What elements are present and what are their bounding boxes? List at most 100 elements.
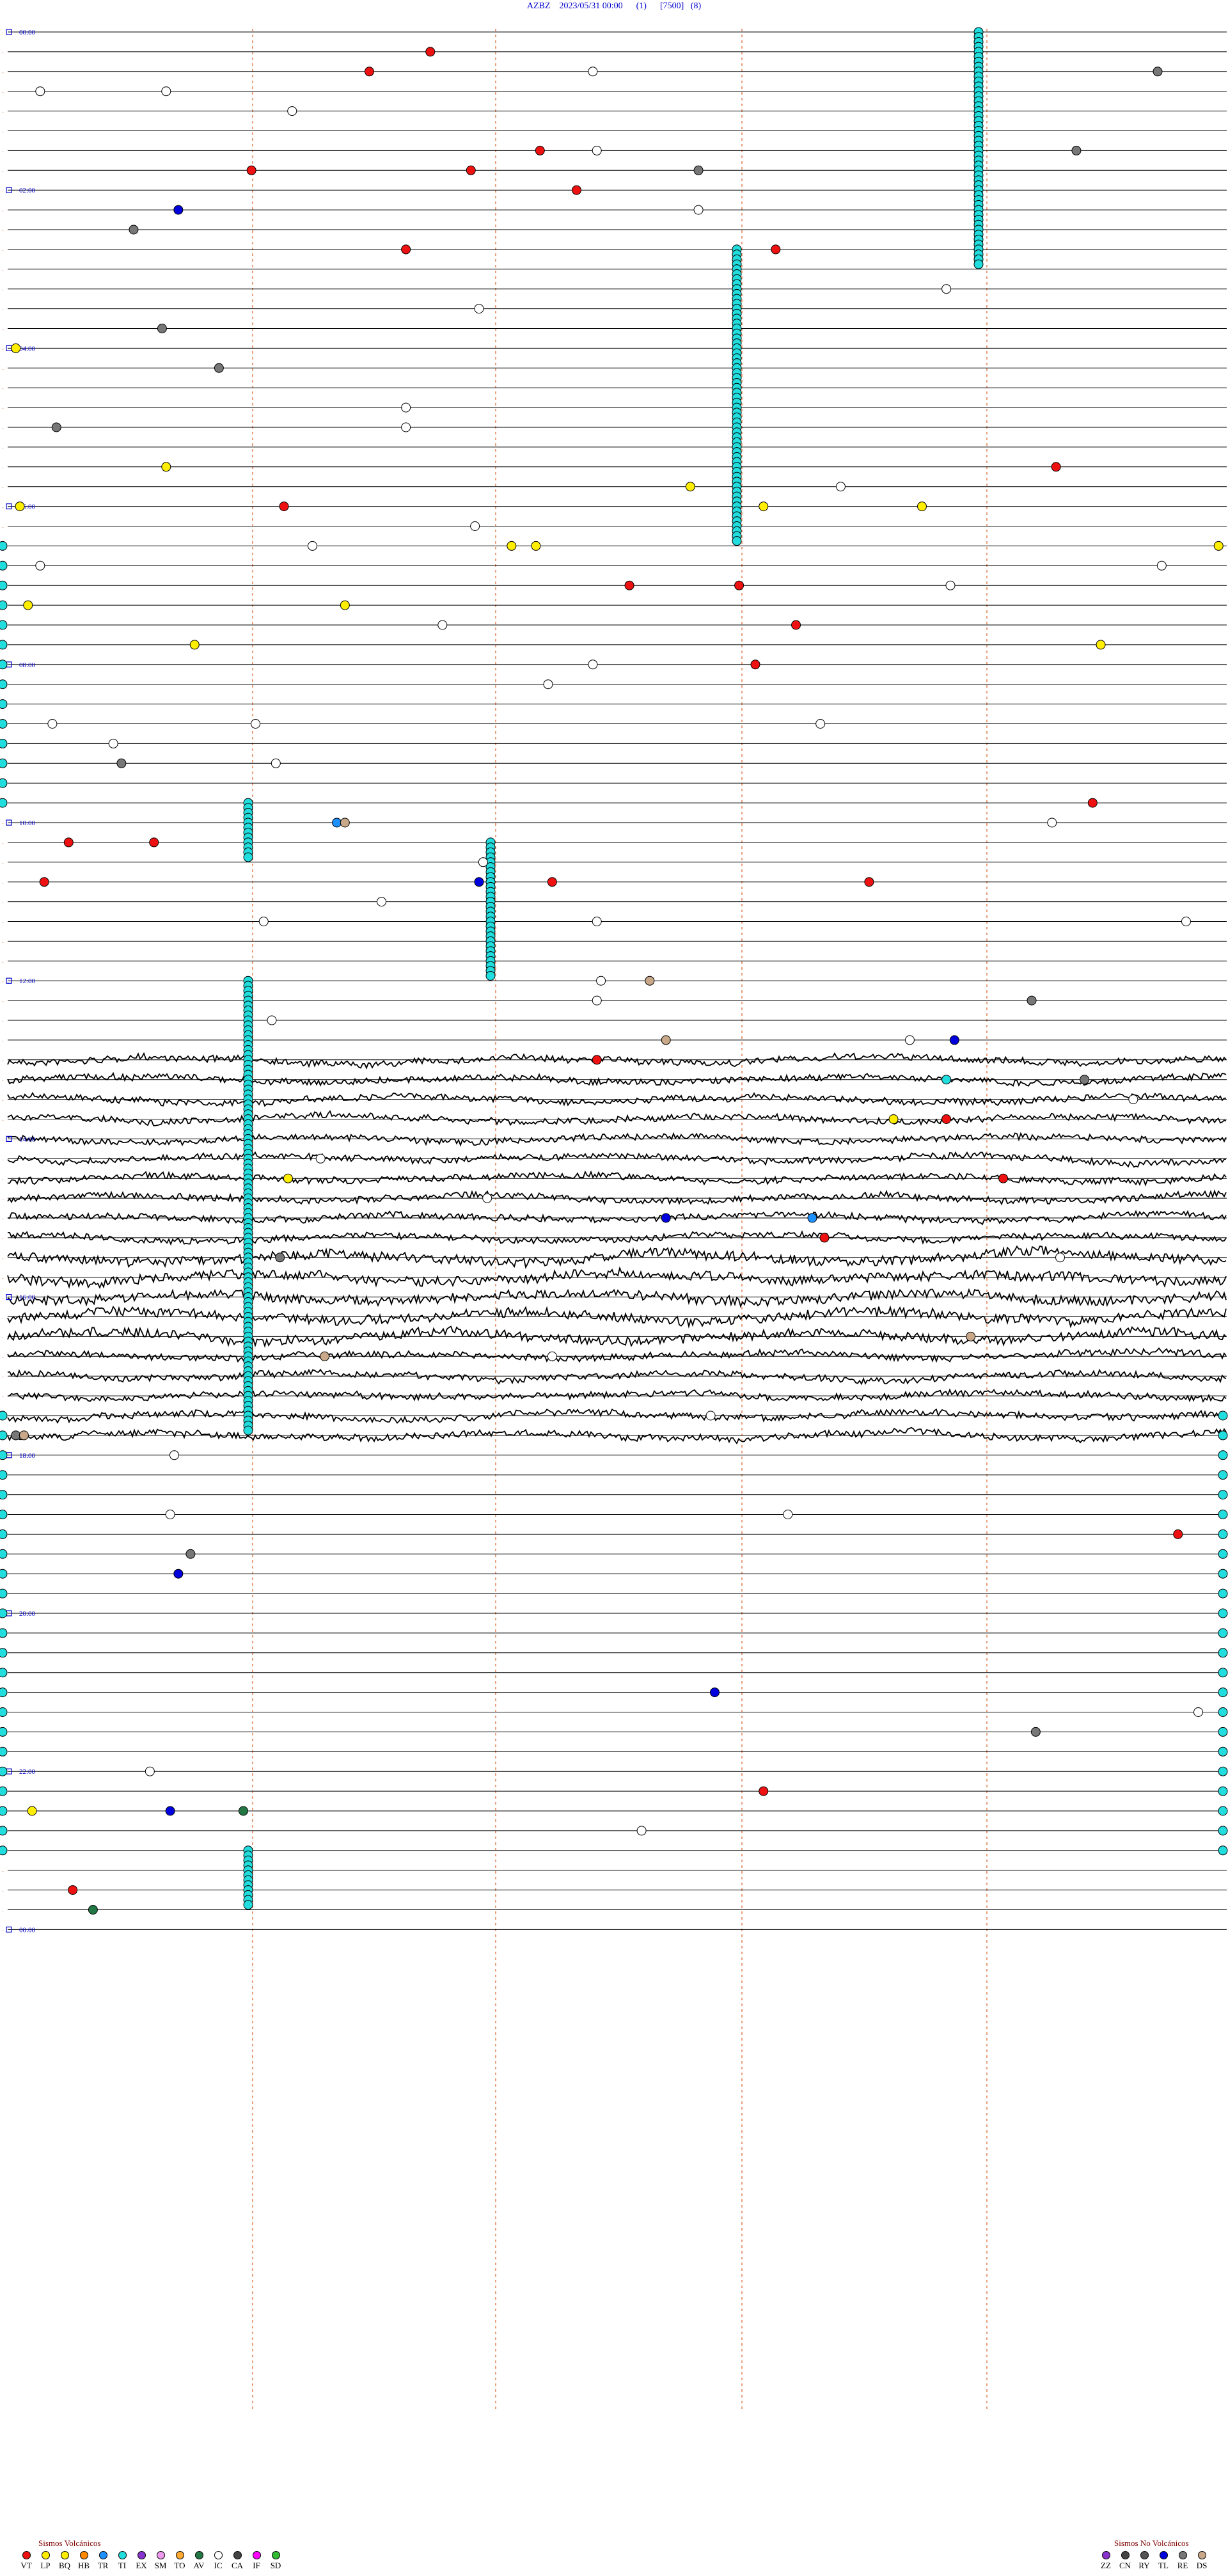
legend-item-re: RE — [1174, 2551, 1191, 2571]
trace-tick: - — [2, 1394, 4, 1400]
ti-event-marker — [0, 1549, 8, 1559]
legend-swatch — [137, 2551, 146, 2559]
trace-tick: - — [2, 505, 4, 510]
event-marker-ic — [169, 1450, 179, 1460]
event-marker-vt — [819, 1233, 830, 1243]
legend-item-lp: LP — [37, 2551, 54, 2571]
hour-mark — [6, 1926, 12, 1932]
trace-tick: - — [2, 30, 4, 36]
ti-event-marker — [1218, 1470, 1228, 1480]
seismic-trace — [7, 1305, 1227, 1329]
ti-event-marker — [1218, 1569, 1228, 1579]
hour-label: 00:00 — [19, 1926, 36, 1934]
event-marker-vt — [364, 67, 374, 77]
ti-event-marker — [1218, 1687, 1228, 1698]
legend-item-zz: ZZ — [1098, 2551, 1114, 2571]
seismic-trace — [7, 1266, 1227, 1290]
legend-label: ZZ — [1101, 2561, 1111, 2570]
legend-swatch — [233, 2551, 242, 2559]
trace-tick: - — [2, 1315, 4, 1321]
seismic-trace — [7, 1151, 1227, 1168]
event-marker-ic — [401, 402, 411, 413]
trace-tick: - — [2, 1276, 4, 1281]
event-marker-ic — [588, 67, 598, 77]
trace-tick: - — [2, 1058, 4, 1064]
event-marker-ic — [945, 580, 956, 590]
legend-item-sm: SM — [152, 2551, 169, 2571]
seismic-trace — [7, 1210, 1227, 1226]
legend-volcanic-title: Sismos Volcánicos — [38, 2538, 101, 2548]
event-marker-ic — [941, 284, 952, 294]
event-marker-lp — [759, 502, 769, 512]
trace-tick: - — [2, 821, 4, 826]
seismic-trace — [7, 1368, 1227, 1386]
trace-tick: - — [2, 366, 4, 372]
hour-label: 02:00 — [19, 187, 36, 194]
legend-item-ds: DS — [1193, 2551, 1210, 2571]
trace-tick: - — [2, 50, 4, 56]
trace-tick: - — [2, 1098, 4, 1103]
event-marker-ic — [705, 1410, 716, 1421]
event-marker-vt — [734, 580, 744, 590]
hour-mark — [6, 187, 12, 193]
legend-label: HB — [77, 2561, 90, 2570]
event-marker-vt — [592, 1055, 602, 1065]
trace-tick: - — [2, 109, 4, 115]
hour-mark — [6, 503, 12, 510]
event-marker-lp — [917, 502, 927, 512]
event-marker-tl — [474, 877, 484, 887]
ti-event-marker — [0, 1766, 8, 1776]
event-marker-ic — [1193, 1707, 1204, 1717]
trace-tick: - — [2, 1295, 4, 1301]
ti-event-marker — [0, 798, 8, 808]
trace-tick: - — [2, 1176, 4, 1182]
legend-swatch — [214, 2551, 223, 2559]
ti-event-marker — [0, 1450, 8, 1460]
event-marker-re — [1030, 1727, 1041, 1737]
ti-event-marker — [0, 1490, 8, 1500]
legend-label: AV — [193, 2561, 205, 2570]
ti-event-marker — [1218, 1628, 1228, 1638]
legend-item-ic: IC — [210, 2551, 226, 2571]
legend-item-ti: TI — [114, 2551, 130, 2571]
event-marker-ds — [645, 976, 655, 986]
trace-tick: - — [2, 1118, 4, 1123]
legend-nonvolcanic: ZZ CN RY TL RE DS — [1098, 2551, 1210, 2571]
legend-item-sd: SD — [267, 2551, 284, 2571]
event-marker-tl — [173, 205, 184, 215]
event-marker-vt — [279, 502, 289, 512]
trace-tick: - — [2, 1196, 4, 1202]
event-marker-lp — [531, 541, 541, 551]
ti-event-marker — [732, 536, 742, 546]
ti-event-marker — [1218, 1608, 1228, 1618]
event-marker-vt — [571, 185, 581, 195]
seismic-trace — [7, 1408, 1227, 1424]
legend-label: IC — [214, 2561, 223, 2570]
hour-label: 18:00 — [19, 1452, 36, 1460]
trace-tick: - — [2, 999, 4, 1004]
ti-event-marker — [1218, 1510, 1228, 1519]
event-marker-vt — [771, 244, 781, 255]
hour-label: 10:00 — [19, 819, 36, 827]
trace-tick: - — [2, 1137, 4, 1142]
legend-nonvolcanic-title: Sismos No Volcánicos — [1114, 2538, 1189, 2548]
event-marker-tr — [332, 818, 342, 828]
legend-swatch — [175, 2551, 184, 2559]
ti-event-marker — [0, 758, 8, 768]
seismic-trace — [7, 1091, 1227, 1108]
trace-tick: - — [2, 346, 4, 352]
event-marker-vt — [998, 1173, 1009, 1183]
event-marker-ic — [271, 758, 281, 768]
event-marker-re — [214, 363, 224, 373]
legend-item-hb: HB — [75, 2551, 92, 2571]
event-marker-lp — [23, 600, 33, 610]
event-marker-ic — [1047, 818, 1057, 828]
seismic-trace — [7, 1052, 1227, 1070]
event-marker-vt — [1087, 798, 1098, 808]
legend-item-if: IF — [248, 2551, 265, 2571]
event-marker-re — [129, 225, 139, 235]
hour-label: 22:00 — [19, 1768, 36, 1776]
ti-event-marker — [0, 1707, 8, 1717]
trace-tick: - — [2, 1908, 4, 1914]
trace-tick: - — [2, 1018, 4, 1024]
